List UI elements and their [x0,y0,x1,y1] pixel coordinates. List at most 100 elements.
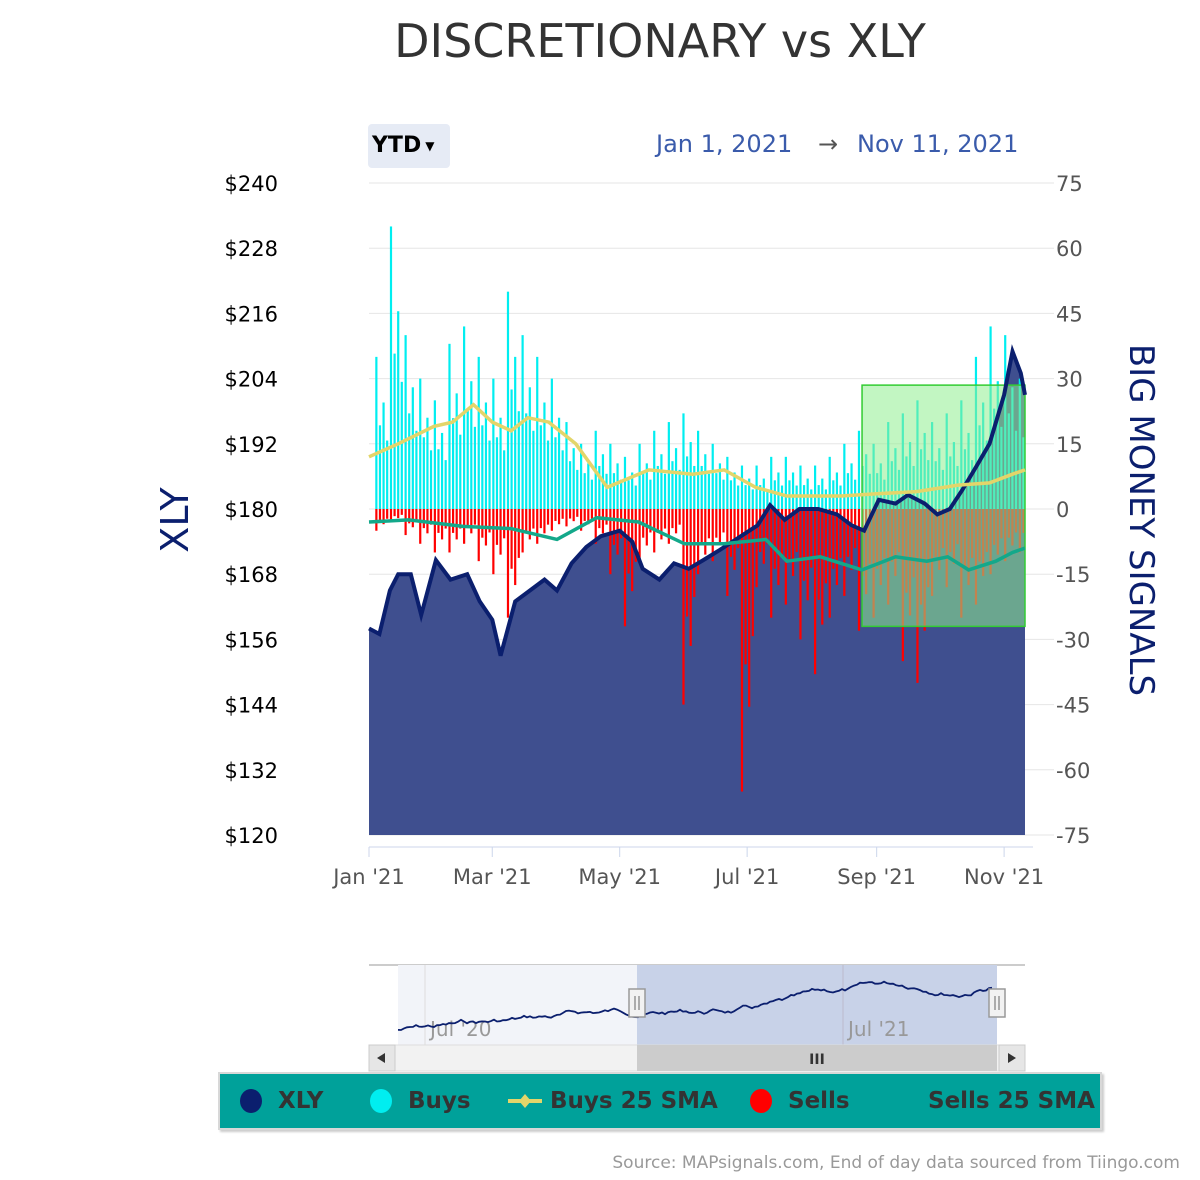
buys-bar [733,472,736,509]
sells-bar [503,509,506,539]
x-tick-label: Sep '21 [837,865,916,889]
y-right-tick-label: 75 [1056,172,1083,196]
line-diamond-icon [508,1094,542,1108]
sells-bar [408,509,411,524]
y-left-tick-label: $144 [225,694,278,718]
legend-label: Sells [788,1088,850,1114]
sells-bar [492,509,495,575]
buys-bar [759,485,762,509]
y-left-tick-label: $204 [225,368,278,392]
buys-bar [400,381,403,509]
sells-bar [667,509,670,544]
buys-bar [813,465,817,509]
sells-bar [799,509,802,640]
sells-bar [448,509,451,553]
sells-bar [419,509,422,544]
buys-bar [554,437,557,509]
sells-bar [850,509,853,570]
buys-bar [528,387,531,509]
sells-bar [704,509,707,555]
range-selected-label: YTD [372,133,422,158]
buys-bar [451,418,455,509]
scrollbar-thumb[interactable] [637,1045,997,1071]
legend-item-sells[interactable]: Sells [750,1088,850,1114]
sells-bar [678,509,681,525]
buys-bar [561,450,564,509]
sells-bar [612,509,616,545]
legend-item-sells-sma[interactable]: Sells 25 SMA [928,1088,1095,1114]
buys-bar [419,378,422,509]
buys-bar [806,478,809,509]
sells-bar [594,509,597,544]
x-tick-label: May '21 [578,865,661,889]
navigator-handle[interactable] [628,988,646,1018]
legend-item-buys[interactable]: Buys [370,1088,471,1114]
buys-bar [495,437,499,509]
sells-bar [839,509,842,558]
sells-bar [660,509,663,540]
buys-bar [638,443,641,509]
x-tick-label: Nov '21 [964,865,1044,889]
sells-bar [378,509,382,521]
buys-bar [846,473,850,509]
buys-bar [726,456,729,509]
sells-bar [623,509,627,627]
buys-bar [393,353,396,509]
circle-icon [750,1089,772,1113]
arrow-right-icon: → [818,130,839,158]
buys-bar [408,413,411,509]
sells-bar [514,509,517,586]
buys-bar [649,479,652,509]
sells-bar [759,509,762,553]
navigator-handle-rect [988,988,1006,1018]
sells-bar [828,509,831,618]
buys-bar [525,413,528,509]
buys-bar [481,425,484,509]
arrow-right-icon [1008,1053,1016,1063]
sells-bar [411,509,414,528]
buys-bar [587,463,590,509]
buys-bar [678,469,681,509]
sells-bar [740,509,744,792]
buys-bar [843,443,846,509]
caret-down-icon: ▼ [425,139,435,153]
buys-bar [623,456,627,509]
chart-title: DISCRETIONARY vs XLY [394,14,926,68]
buys-bar [744,485,747,509]
buys-bar [378,425,382,509]
navigator-selected-range [637,965,997,1045]
buys-bar [612,473,616,509]
sells-bar [755,509,758,588]
sells-bar [795,509,798,553]
range-selector-dropdown[interactable]: YTD ▼ [368,124,450,168]
buys-bar [850,463,853,509]
buys-bar [748,478,751,509]
buys-bar [711,443,714,509]
y-left-tick-label: $168 [225,563,278,587]
buys-bar [429,450,433,509]
range-from[interactable]: Jan 1, 2021 [656,130,793,158]
buys-bar [700,465,703,509]
buys-bar [857,430,861,509]
navigator-handle[interactable] [988,988,1006,1018]
legend-item-xly[interactable]: XLY [240,1088,323,1114]
sells-bar [700,509,703,545]
y-left-axis-title: XLY [153,487,197,553]
sells-bar [685,509,689,617]
buys-bar [598,465,601,509]
sells-bar [473,509,477,525]
sells-bar [773,509,776,569]
sells-bar [821,509,824,625]
range-to[interactable]: Nov 11, 2021 [857,130,1019,158]
y-right-tick-label: 0 [1056,498,1069,522]
sells-bar [444,509,447,529]
y-right-tick-label: 45 [1056,302,1083,326]
sells-bar [631,509,634,592]
sells-bar [817,509,820,600]
legend-item-buys-sma[interactable]: Buys 25 SMA [508,1088,718,1114]
buys-bar [375,356,378,509]
buys-bar [437,449,440,509]
buys-bar [466,408,469,509]
buys-bar [470,381,473,509]
